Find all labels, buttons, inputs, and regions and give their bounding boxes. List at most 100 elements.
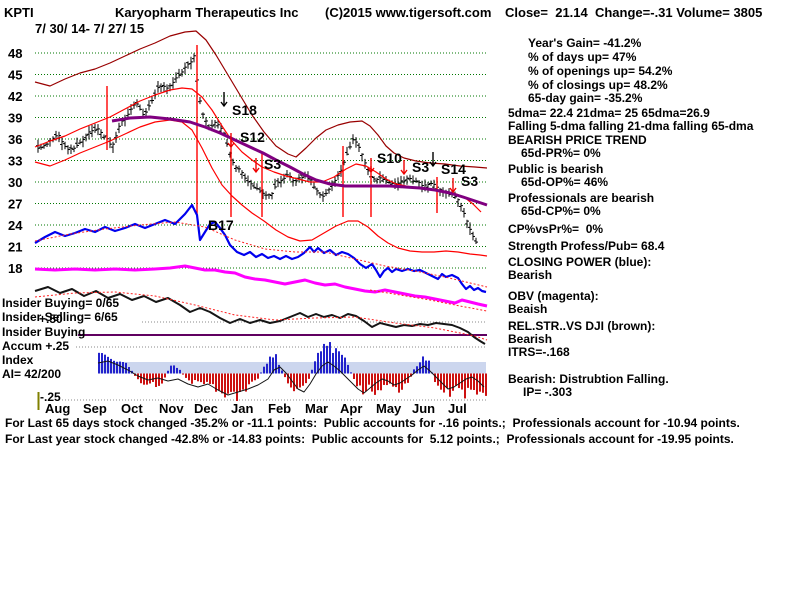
ai-bar-negative	[302, 373, 304, 386]
ai-bar-positive	[338, 351, 340, 374]
ai-bar-positive	[428, 360, 430, 374]
stat-line: OBV (magenta):	[508, 289, 599, 303]
ai-bar-negative	[215, 373, 217, 392]
ai-bar-negative	[362, 373, 364, 395]
signal-label: S3	[412, 159, 429, 175]
ai-bar-negative	[386, 373, 388, 386]
signal-label: B17	[208, 217, 234, 233]
ai-bar-negative	[473, 373, 475, 390]
stat-line: Year's Gain= -41.2%	[528, 36, 642, 50]
stat-line: Professionals are bearish	[508, 191, 655, 205]
ai-bar-positive	[116, 361, 118, 374]
ai-bar-positive	[260, 372, 262, 374]
ai-bar-positive	[335, 348, 337, 374]
ai-bar-negative	[482, 373, 484, 393]
stat-line: % of days up= 47%	[528, 50, 637, 64]
ai-bar-negative	[209, 373, 211, 384]
signal-label: S12	[240, 129, 265, 145]
ai-bar-positive	[314, 361, 316, 374]
month-label: Nov	[159, 401, 184, 416]
ai-bar-negative	[356, 373, 358, 387]
ai-bar-negative	[404, 373, 406, 384]
ai-bar-negative	[152, 373, 154, 382]
ai-bar-positive	[344, 357, 346, 374]
month-label: Feb	[268, 401, 291, 416]
ai-bar-negative	[305, 373, 307, 384]
ai-bar-positive	[329, 342, 331, 374]
ai-bar-negative	[248, 373, 250, 385]
ai-value-label: AI= 42/200	[2, 367, 62, 381]
ai-bar-positive	[416, 366, 418, 374]
ai-bar-negative	[155, 373, 157, 387]
stat-line: % of closings up= 48.2%	[528, 78, 668, 92]
month-label: Apr	[340, 401, 362, 416]
stat-line: 5dma= 22.4 21dma= 25 65dma=26.9	[508, 106, 710, 120]
ai-bar-positive	[110, 358, 112, 374]
ai-bar-negative	[296, 373, 298, 389]
price-tick-label: 45	[8, 68, 22, 83]
index-label: Index	[2, 353, 34, 367]
stat-line: 65d-PR%= 0%	[521, 146, 601, 160]
ai-bar-positive	[263, 366, 265, 374]
signal-arrowhead	[449, 187, 457, 194]
ai-bar-negative	[236, 373, 238, 401]
ai-bar-negative	[392, 373, 394, 387]
ai-bar-negative	[203, 373, 205, 385]
price-tick-label: 36	[8, 132, 22, 147]
minus-25-level-label: -.25	[40, 390, 61, 404]
insider-buying-line-label: Insider Buying	[2, 325, 86, 339]
summary-line-65d: For Last 65 days stock changed -35.2% or…	[5, 416, 740, 430]
ai-bar-negative	[224, 373, 226, 398]
obv-line	[34, 264, 488, 308]
quote-line: Close= 21.14 Change=-.31 Volume= 3805	[505, 5, 763, 20]
ai-bar-negative	[464, 373, 466, 399]
ai-bar-positive	[350, 372, 352, 374]
stat-line: CP%vsPr%= 0%	[508, 222, 604, 236]
ai-bar-positive	[311, 369, 313, 374]
summary-line-year: For Last year stock changed -42.8% or -1…	[5, 432, 734, 446]
month-label: Dec	[194, 401, 218, 416]
ai-bar-negative	[467, 373, 469, 388]
date-range: 7/ 30/ 14- 7/ 27/ 15	[35, 21, 145, 36]
stat-line: Falling 5-dma falling 21-dma falling 65-…	[508, 119, 754, 133]
ai-bar-positive	[332, 352, 334, 374]
ai-bar-negative	[287, 373, 289, 384]
company-name: Karyopharm Therapeutics Inc	[115, 5, 299, 20]
stat-line: CLOSING POWER (blue):	[508, 255, 652, 269]
insider-selling-count-label: Insider Selling= 6/65	[2, 310, 118, 324]
ai-bar-negative	[197, 373, 199, 382]
stat-line: 65-day gain= -35.2%	[528, 91, 643, 105]
price-tick-label: 42	[8, 89, 22, 104]
ai-bar-positive	[281, 370, 283, 374]
ai-bar-positive	[101, 353, 103, 374]
ai-bar-positive	[419, 362, 421, 374]
signal-arrowhead	[429, 161, 437, 168]
stat-line: % of openings up= 54.2%	[528, 64, 673, 78]
signal-arrowhead	[367, 167, 375, 174]
price-tick-label: 24	[8, 218, 23, 233]
ai-bar-negative	[299, 373, 301, 388]
signal-arrowhead	[400, 169, 408, 176]
stat-line: Bearish	[508, 268, 553, 282]
ai-bar-negative	[452, 373, 454, 391]
ai-bar-positive	[422, 356, 424, 374]
ai-bar-negative	[242, 373, 244, 390]
ai-bar-negative	[389, 373, 391, 384]
month-label: Oct	[121, 401, 143, 416]
ai-bar-negative	[455, 373, 457, 386]
signal-label: S10	[377, 150, 402, 166]
ai-bar-negative	[380, 373, 382, 391]
signal-label: S3	[461, 173, 478, 189]
ai-bar-positive	[167, 370, 169, 374]
ai-bar-negative	[233, 373, 235, 392]
ai-bar-negative	[188, 373, 190, 381]
plus-50-level-label: +.50	[39, 312, 63, 326]
ai-bar-negative	[245, 373, 247, 392]
cp-21day-dotted-line	[34, 221, 488, 288]
ai-bar-negative	[149, 373, 151, 384]
ai-bar-negative	[284, 373, 286, 378]
ai-bar-negative	[239, 373, 241, 392]
month-label: Jan	[231, 401, 253, 416]
ai-bar-positive	[317, 352, 319, 374]
ai-bar-negative	[143, 373, 145, 385]
